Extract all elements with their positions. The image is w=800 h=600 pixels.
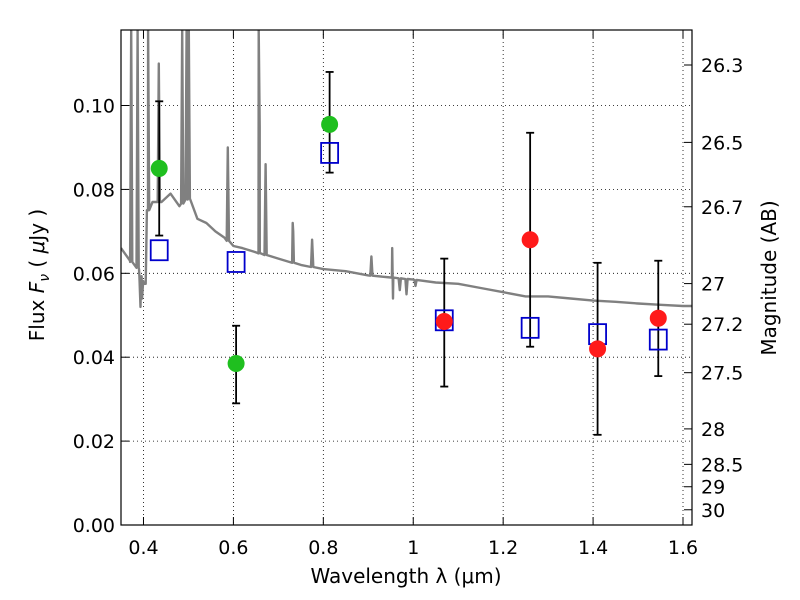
model-spectrum [121, 30, 692, 309]
observed-point [321, 115, 339, 133]
x-tick-label: 0.4 [128, 537, 158, 559]
model-point [434, 309, 454, 332]
model-point [520, 316, 540, 339]
observed-point [150, 159, 168, 177]
y-tick-label: 0.02 [73, 431, 115, 453]
observed-point [521, 231, 539, 249]
axis-ticks: 0.4 0.6 0.8 1 1.2 1.4 1.6 0.00 0.02 0.04 0.06 0.08 0… [73, 30, 743, 559]
magnitude-tick-label: 28.5 [701, 454, 743, 476]
model-point [149, 239, 169, 262]
x-tick-label: 0.6 [218, 537, 248, 559]
x-tick-label: 0.8 [308, 537, 338, 559]
magnitude-tick-label: 26.7 [701, 197, 743, 219]
x-tick-label: 1.4 [578, 537, 608, 559]
observed-photometry [150, 115, 667, 372]
magnitude-tick-label: 26.3 [701, 55, 743, 77]
observed-point [435, 313, 453, 331]
magnitude-tick-label: 27.2 [701, 314, 743, 336]
model-point [226, 251, 246, 273]
y-tick-label: 0.00 [73, 515, 115, 537]
grid [121, 30, 692, 525]
y-tick-label: 0.10 [73, 96, 115, 118]
observed-point [227, 354, 245, 372]
plot-frame [120, 29, 693, 526]
magnitude-tick-label: 30 [701, 500, 725, 522]
y-axis-label: Flux Fν ( μJy ) [25, 209, 53, 341]
error-bars [155, 71, 663, 436]
model-photometry [149, 142, 668, 351]
x-tick-label: 1.6 [668, 537, 698, 559]
x-tick-label: 1 [407, 537, 419, 559]
magnitude-tick-label: 27.5 [701, 363, 743, 385]
magnitude-axis-label: Magnitude (AB) [757, 200, 781, 355]
model-point [648, 328, 668, 351]
magnitude-tick-label: 28 [701, 419, 725, 441]
model-point [320, 142, 340, 164]
spectrum-line [121, 30, 692, 309]
observed-point [649, 309, 667, 327]
y-tick-label: 0.06 [73, 263, 115, 285]
x-axis-label: Wavelength λ (μm) [310, 564, 501, 588]
magnitude-tick-label: 27 [701, 274, 725, 296]
magnitude-tick-label: 26.5 [701, 132, 743, 154]
x-tick-label: 1.2 [488, 537, 518, 559]
y-tick-label: 0.08 [73, 179, 115, 201]
y-tick-label: 0.04 [73, 347, 115, 369]
observed-point [589, 340, 607, 358]
magnitude-tick-label: 29 [701, 477, 725, 499]
